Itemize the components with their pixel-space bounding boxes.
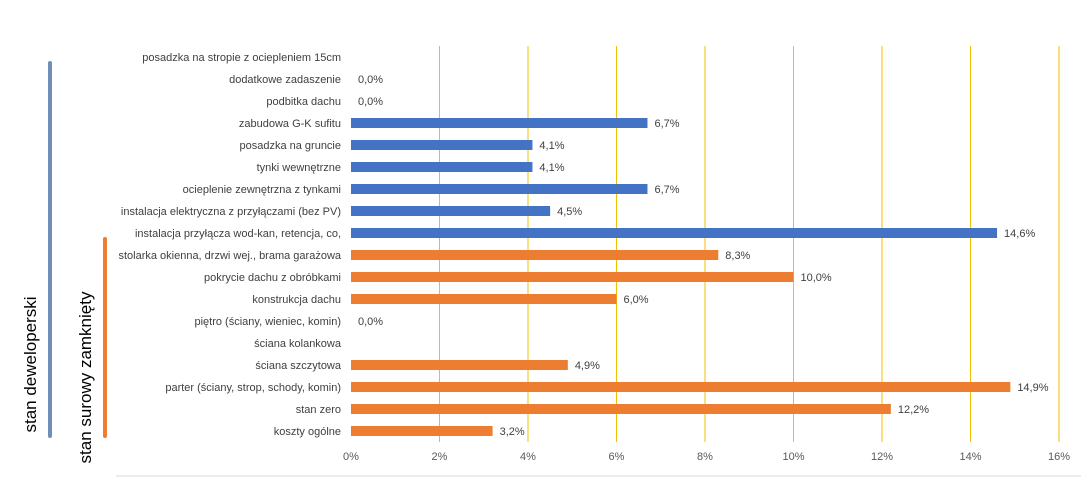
x-tick-label: 6% (609, 451, 625, 463)
data-label: 0,0% (358, 96, 383, 108)
data-label: 3,2% (500, 426, 525, 438)
x-tick-label: 14% (959, 451, 981, 463)
category-label: zabudowa G-K sufitu (239, 118, 341, 130)
category-label: dodatkowe zadaszenie (229, 74, 341, 86)
category-label: koszty ogólne (274, 426, 341, 438)
data-label: 14,9% (1017, 382, 1048, 394)
data-label: 4,1% (539, 162, 564, 174)
x-tick-label: 12% (871, 451, 893, 463)
category-label: tynki wewnętrzne (257, 162, 341, 174)
x-tick-label: 4% (520, 451, 536, 463)
x-tick-label: 16% (1048, 451, 1070, 463)
data-label: 12,2% (898, 404, 929, 416)
category-label: ściana szczytowa (255, 360, 341, 372)
category-label: konstrukcja dachu (252, 294, 341, 306)
bar (351, 162, 533, 172)
category-label: instalacja przyłącza wod-kan, retencja, … (135, 228, 341, 240)
bar (351, 272, 794, 282)
labels: 0% 2% 4% 6% 8% 10% 12% 14% 16% posadzka na stropi… (118, 52, 1070, 463)
x-tick-label: 10% (782, 451, 804, 463)
bars (351, 118, 1011, 436)
category-label: instalacja elektryczna z przyłączami (be… (121, 206, 341, 218)
x-tick-label: 2% (432, 451, 448, 463)
data-label: 6,7% (654, 118, 679, 130)
group-brackets: stan deweloperski stan surowy zamknięty (21, 61, 107, 463)
category-label: stolarka okienna, drzwi wej., brama gara… (118, 250, 341, 262)
bar (351, 250, 719, 260)
category-label: ocieplenie zewnętrzna z tynkami (183, 184, 341, 196)
category-label: posadzka na stropie z ociepleniem 15cm (142, 52, 341, 64)
data-label: 4,1% (539, 140, 564, 152)
category-label: pokrycie dachu z obróbkami (204, 272, 341, 284)
category-label: ściana kolankowa (254, 338, 342, 350)
data-label: 0,0% (358, 316, 383, 328)
bar (351, 184, 648, 194)
category-label: podbitka dachu (266, 96, 341, 108)
category-label: parter (ściany, strop, schody, komin) (165, 382, 341, 394)
group-label: stan surowy zamknięty (76, 291, 95, 463)
data-label: 0,0% (358, 74, 383, 86)
category-label: posadzka na gruncie (239, 140, 341, 152)
bar (351, 118, 648, 128)
gridlines (439, 46, 1060, 442)
data-label: 14,6% (1004, 228, 1035, 240)
data-label: 8,3% (725, 250, 750, 262)
bar (351, 140, 533, 150)
category-label: stan zero (296, 404, 341, 416)
bar (351, 426, 493, 436)
data-label: 6,7% (654, 184, 679, 196)
bar (351, 360, 568, 370)
bar (351, 382, 1011, 392)
data-label: 10,0% (801, 272, 832, 284)
bar (351, 294, 617, 304)
category-label: piętro (ściany, wieniec, komin) (194, 316, 341, 328)
x-tick-label: 0% (343, 451, 359, 463)
data-label: 6,0% (624, 294, 649, 306)
bar (351, 404, 891, 414)
bar (351, 228, 998, 238)
data-label: 4,5% (557, 206, 582, 218)
group-label: stan deweloperski (21, 296, 40, 432)
x-tick-label: 8% (697, 451, 713, 463)
bar (351, 206, 551, 216)
data-label: 4,9% (575, 360, 600, 372)
